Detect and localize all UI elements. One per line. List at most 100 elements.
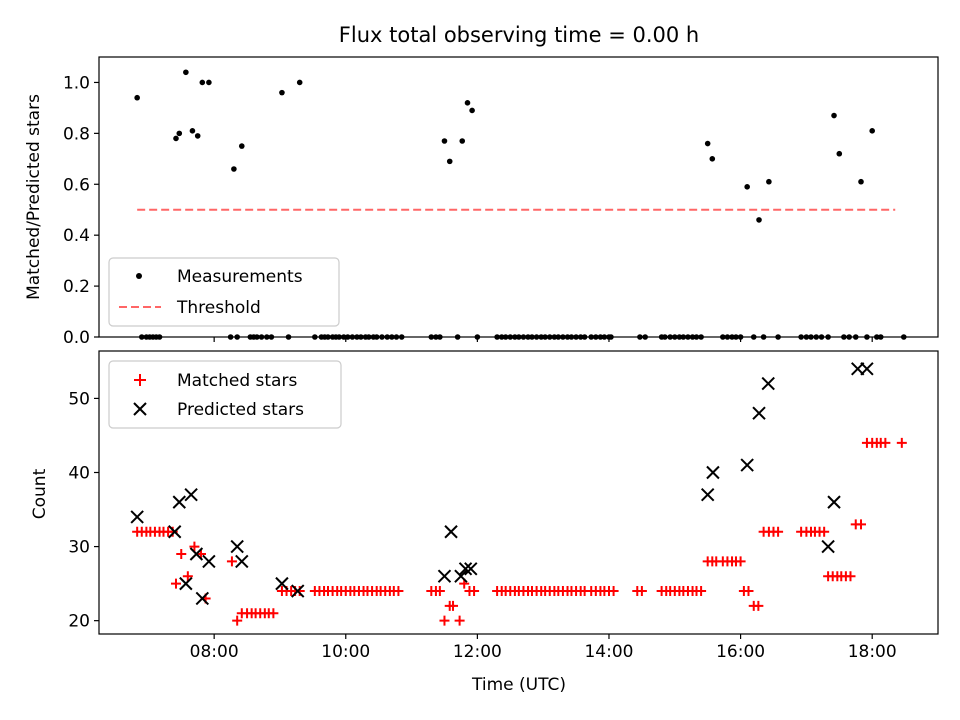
measurements-point — [733, 334, 739, 340]
measurements-point — [766, 178, 772, 185]
predicted-stars-point — [821, 539, 835, 554]
measurements-point — [156, 334, 163, 340]
predicted-stars-point — [752, 406, 766, 420]
measurements-point — [803, 334, 810, 340]
count-x-ticks: 08:00 10:00 12:00 14:00 16:00 18:00 — [190, 634, 897, 662]
count-ytick-label: 50 — [68, 389, 90, 409]
measurements-point — [877, 334, 884, 340]
matched-stars-point — [469, 586, 480, 597]
legend-measurements-marker — [136, 273, 142, 279]
measurements-point — [555, 334, 562, 340]
ratio-ytick-label: 1.0 — [63, 73, 90, 93]
predicted-stars-point — [437, 569, 452, 583]
matched-stars-point — [819, 526, 830, 537]
ratio-y-axis-label: Matched/Predicted stars — [24, 94, 44, 300]
predicted-stars-point — [464, 562, 478, 576]
measurements-point — [441, 138, 448, 144]
measurements-point — [189, 128, 196, 134]
ratio-ytick-label: 0.8 — [63, 124, 90, 144]
predicted-stars-point — [130, 510, 144, 524]
predicted-stars-point — [291, 584, 305, 598]
measurements-point — [667, 334, 673, 340]
ratio-panel: 0.0 0.2 0.4 0.6 0.8 1.0 Matched/Predicted sta… — [24, 56, 939, 348]
matched-stars-point — [393, 586, 404, 597]
matched-stars-point — [226, 556, 237, 567]
measurements-point — [874, 334, 880, 340]
measurements-point — [512, 334, 518, 340]
measurements-point — [254, 334, 260, 340]
measurements-point — [325, 334, 331, 340]
legend-measurements-label: Measurements — [177, 267, 303, 287]
measurements-point — [365, 334, 372, 340]
measurements-point — [564, 334, 571, 340]
count-y-axis-label: Count — [30, 468, 50, 519]
matched-stars-point — [880, 437, 891, 448]
measurements-point — [296, 79, 303, 86]
predicted-stars-point — [740, 458, 754, 472]
measurements-point — [433, 334, 439, 340]
measurements-point — [864, 334, 870, 340]
measurements-point — [437, 334, 443, 340]
predicted-stars-point — [706, 465, 720, 480]
count-xtick-label: 12:00 — [453, 642, 502, 662]
measurements-point — [750, 334, 757, 340]
matched-stars-point — [743, 586, 754, 597]
matched-stars-point — [434, 586, 445, 597]
measurements-point — [173, 135, 179, 142]
count-y-ticks: 20 30 40 50 — [68, 389, 99, 632]
measurements-point — [577, 334, 584, 340]
measurements-point — [336, 334, 342, 340]
measurements-point — [238, 143, 245, 149]
measurements-point — [389, 334, 395, 340]
measurements-point — [494, 334, 500, 340]
predicted-stars-point — [761, 376, 775, 391]
measurements-point — [312, 334, 318, 340]
matched-stars-point — [182, 571, 193, 582]
legend-predicted-label: Predicted stars — [177, 400, 304, 420]
measurements-point — [573, 334, 579, 340]
measurements-point — [398, 334, 405, 340]
measurements-point — [852, 334, 859, 340]
measurements-point — [756, 217, 762, 223]
measurements-point — [560, 334, 566, 340]
count-ytick-label: 30 — [68, 538, 90, 558]
measurements-point — [194, 133, 201, 139]
measurements-point — [446, 158, 453, 165]
predicted-stars-point — [167, 525, 182, 539]
measurements-point — [206, 79, 212, 86]
measurements-point — [358, 334, 364, 340]
measurements-point — [264, 334, 270, 340]
measurements-point — [808, 334, 814, 340]
measurements-point — [588, 334, 595, 340]
matched-stars-point — [268, 608, 279, 619]
measurements-point — [813, 334, 820, 340]
measurements-point — [542, 334, 548, 340]
ratio-ytick-label: 0.4 — [63, 226, 90, 246]
measurements-point — [379, 334, 385, 340]
matched-stars-point — [608, 586, 619, 597]
ratio-x-ticks — [213, 337, 873, 342]
ratio-y-ticks: 0.0 0.2 0.4 0.6 0.8 1.0 — [63, 73, 99, 348]
matched-stars-point — [439, 615, 450, 626]
measurements-point — [498, 334, 505, 340]
measurements-point — [846, 334, 852, 340]
measurements-point — [709, 156, 716, 162]
measurements-point — [900, 334, 907, 340]
ratio-ytick-label: 0.2 — [63, 277, 90, 297]
legend-matched-label: Matched stars — [177, 371, 297, 391]
measurements-point — [836, 150, 843, 157]
legend-threshold-label: Threshold — [176, 298, 261, 318]
measurements-point — [698, 334, 704, 340]
measurements-point — [384, 334, 391, 340]
measurements-point — [520, 334, 527, 340]
measurements-point — [593, 334, 599, 340]
measurements-point — [459, 138, 466, 144]
matched-stars-point — [753, 600, 764, 611]
predicted-stars-point — [195, 591, 210, 606]
matched-stars-point — [232, 615, 243, 626]
measurements-point — [279, 89, 285, 96]
predicted-stars-point — [275, 576, 289, 591]
measurements-point — [601, 334, 608, 340]
ratio-ytick-label: 0.6 — [63, 175, 90, 195]
